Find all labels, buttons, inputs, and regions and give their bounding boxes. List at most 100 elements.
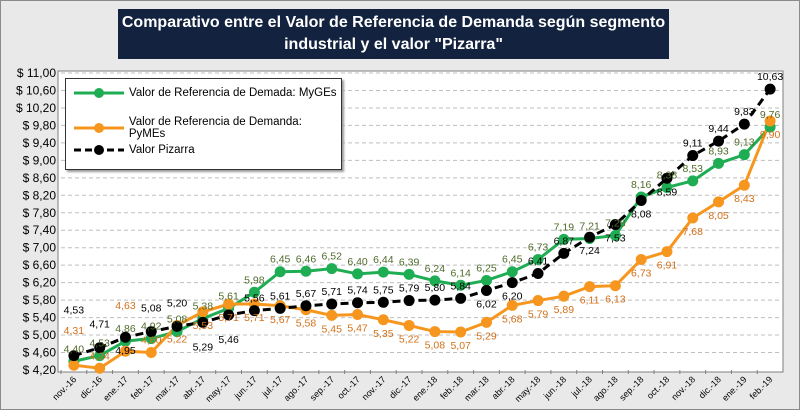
- data-point: [377, 314, 389, 326]
- x-tick-label: nov.-18: [669, 374, 697, 402]
- data-label: 6,46: [296, 253, 317, 265]
- data-point: [377, 266, 389, 278]
- data-label: 5,89: [554, 304, 575, 316]
- data-label: 5,98: [244, 274, 265, 286]
- data-point: [403, 268, 415, 280]
- data-point: [352, 309, 364, 321]
- data-label: 5,07: [450, 340, 471, 352]
- data-point: [609, 229, 621, 241]
- data-label: 5,79: [528, 309, 549, 321]
- data-label: 6,25: [476, 262, 497, 274]
- data-point: [532, 253, 544, 265]
- x-tick-label: feb.-18: [438, 374, 465, 401]
- data-point: [661, 172, 673, 184]
- y-tick-label: $ 9,00: [23, 153, 57, 167]
- x-tick-label: feb.-17: [129, 374, 156, 401]
- x-tick-label: dic.-18: [697, 374, 723, 400]
- data-label: 7,28: [605, 217, 626, 229]
- data-label: 8,08: [631, 209, 652, 221]
- data-point: [713, 135, 725, 147]
- data-point: [455, 326, 467, 338]
- data-label: 5,75: [373, 284, 394, 296]
- y-tick-label: $ 11,00: [17, 66, 56, 80]
- data-point: [429, 326, 441, 338]
- y-tick-label: $ 5,00: [23, 328, 57, 342]
- data-point: [635, 253, 647, 265]
- data-label: 7,24: [579, 245, 600, 257]
- data-label: 8,43: [734, 193, 755, 205]
- data-label: 5,80: [425, 282, 446, 294]
- legend-swatch-green: [74, 88, 124, 98]
- data-label: 8,59: [657, 186, 678, 198]
- y-tick-label: $ 7,00: [23, 241, 57, 255]
- data-point: [223, 298, 235, 310]
- data-point: [377, 296, 389, 308]
- data-point: [635, 195, 647, 207]
- data-label: 5,38: [193, 300, 214, 312]
- data-label: 5,61: [270, 290, 291, 302]
- data-label: 8,05: [708, 210, 729, 222]
- data-label: 5,58: [296, 318, 317, 330]
- data-point: [94, 342, 106, 354]
- legend-item-myges: Valor de Referencia de Demada: MyGEs: [74, 87, 337, 99]
- legend-label: Valor Pizarra: [129, 144, 195, 156]
- data-point: [119, 331, 131, 343]
- data-label: 4,71: [89, 319, 110, 331]
- data-point: [764, 115, 776, 127]
- data-label: 4,60: [141, 335, 162, 347]
- data-point: [68, 359, 80, 371]
- data-label: 6,73: [631, 267, 652, 279]
- data-point: [197, 306, 209, 318]
- x-tick-label: mar.-17: [153, 374, 182, 403]
- data-label: 5,47: [347, 323, 368, 335]
- data-point: [506, 299, 518, 311]
- y-tick-label: $ 9,40: [23, 136, 57, 150]
- data-point: [661, 246, 673, 258]
- chart-title: Comparativo entre el Valor de Referencia…: [118, 9, 669, 59]
- data-label: 5,61: [218, 290, 239, 302]
- x-tick-label: jun.-17: [232, 374, 259, 401]
- data-label: 7,68: [683, 226, 704, 238]
- data-label: 6,45: [270, 254, 291, 266]
- data-point: [455, 279, 467, 291]
- data-point: [738, 149, 750, 161]
- data-label: 5,71: [322, 286, 343, 298]
- data-label: 8,53: [683, 163, 704, 175]
- data-label: 5,08: [167, 314, 188, 326]
- data-point: [480, 274, 492, 286]
- data-label: 6,39: [399, 256, 420, 268]
- data-label: 5,08: [141, 303, 162, 315]
- data-point: [119, 345, 131, 357]
- x-tick-label: ene.-17: [101, 374, 130, 403]
- data-label: 5,20: [167, 297, 188, 309]
- data-label: 4,53: [64, 305, 85, 317]
- data-point: [145, 326, 157, 338]
- data-point: [94, 350, 106, 362]
- x-tick-label: oct.-18: [645, 374, 672, 401]
- data-label: 6,52: [322, 251, 343, 263]
- x-tick-label: nov.-17: [360, 374, 388, 402]
- data-label: 6,91: [657, 260, 678, 272]
- data-point: [223, 309, 235, 321]
- data-label: 6,02: [476, 299, 497, 311]
- x-tick-label: nov.-16: [50, 374, 78, 402]
- data-point: [532, 267, 544, 279]
- data-label: 6,73: [528, 241, 549, 253]
- data-point: [403, 295, 415, 307]
- data-label: 5,79: [399, 283, 420, 295]
- legend-swatch-black: [74, 145, 124, 155]
- data-label: 5,68: [502, 313, 523, 325]
- data-point: [480, 316, 492, 328]
- x-tick-label: feb.-19: [748, 374, 775, 401]
- data-point: [145, 347, 157, 359]
- data-label: 5,29: [193, 341, 214, 353]
- data-label: 4,31: [64, 325, 85, 337]
- data-label: 7,53: [605, 233, 626, 245]
- data-label: 5,67: [270, 314, 291, 326]
- x-tick-label: sep.-18: [617, 374, 645, 402]
- data-label: 6,87: [554, 235, 575, 247]
- x-tick-label: ene.-19: [720, 374, 749, 403]
- data-label: 7,21: [579, 221, 600, 233]
- y-tick-label: $ 5,40: [23, 311, 57, 325]
